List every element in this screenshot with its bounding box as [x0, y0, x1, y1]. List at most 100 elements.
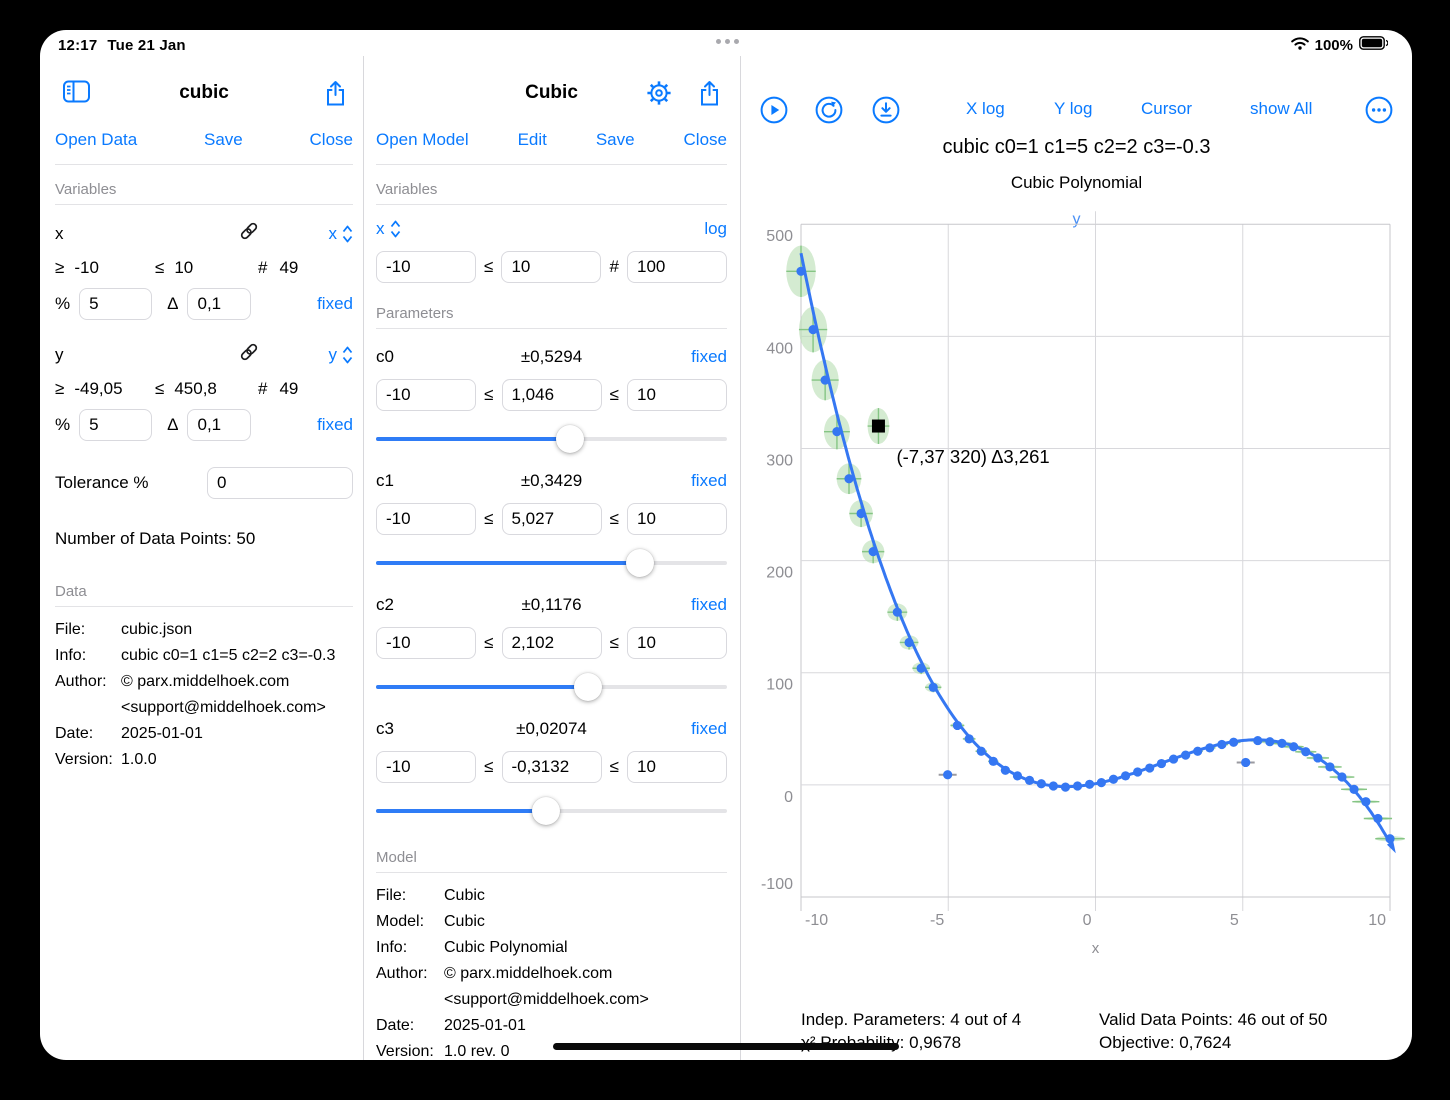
- model-x-min-input[interactable]: [376, 251, 476, 283]
- edit-model-button[interactable]: Edit: [517, 130, 547, 149]
- home-indicator[interactable]: [553, 1043, 899, 1050]
- variable-y-pct-input[interactable]: [79, 409, 153, 441]
- param-name: c0: [376, 347, 394, 366]
- link-icon[interactable]: [239, 221, 259, 246]
- param-min-input[interactable]: [376, 379, 476, 411]
- count-symbol: #: [258, 379, 268, 398]
- link-icon[interactable]: [239, 342, 259, 367]
- slider-thumb[interactable]: [532, 797, 560, 825]
- svg-text:100: 100: [766, 677, 793, 694]
- data-section-header: Data: [55, 583, 353, 607]
- param-fixed-button[interactable]: fixed: [691, 347, 727, 366]
- param-max-input[interactable]: [627, 503, 727, 535]
- model-panel: Cubic: [364, 56, 741, 1060]
- delta-symbol: Δ: [167, 415, 179, 434]
- slider-thumb[interactable]: [555, 425, 584, 453]
- data-info-date: Date: 2025-01-01: [55, 725, 203, 742]
- variable-y-delta-input[interactable]: [187, 409, 252, 441]
- run-fit-icon[interactable]: [760, 96, 788, 129]
- param-uncertainty: ±0,02074: [516, 719, 587, 738]
- tolerance-input[interactable]: [207, 467, 353, 499]
- variable-y-fixed-button[interactable]: fixed: [317, 415, 353, 434]
- svg-text:10: 10: [1368, 912, 1386, 929]
- variable-y-name: y: [55, 344, 64, 364]
- cursor-button[interactable]: Cursor: [1141, 99, 1193, 118]
- share-icon[interactable]: [698, 80, 721, 112]
- model-panel-title: Cubic: [525, 82, 578, 103]
- variable-x-pct-input[interactable]: [79, 288, 153, 320]
- more-options-icon[interactable]: [1365, 96, 1393, 129]
- param-min-input[interactable]: [376, 503, 476, 535]
- multitasking-handle[interactable]: [716, 39, 739, 44]
- count-symbol: #: [609, 257, 619, 276]
- chart-panel: X log Y log Cursor show All cubic c0=1 c…: [741, 56, 1412, 1060]
- status-date: Tue 21 Jan: [107, 37, 186, 54]
- save-data-button[interactable]: Save: [204, 130, 243, 149]
- param-value-input[interactable]: [501, 379, 602, 411]
- close-data-button[interactable]: Close: [309, 130, 353, 149]
- count-symbol: #: [258, 258, 268, 277]
- data-info-author: Author: © parx.middelhoek.com <support@mi…: [55, 673, 326, 716]
- param-max-input[interactable]: [627, 379, 727, 411]
- model-x-count-input[interactable]: [627, 251, 727, 283]
- param-value-input[interactable]: [501, 627, 602, 659]
- download-icon[interactable]: [872, 96, 900, 129]
- variable-x-delta-input[interactable]: [187, 288, 252, 320]
- svg-text:500: 500: [766, 228, 793, 245]
- param-fixed-button[interactable]: fixed: [691, 595, 727, 614]
- leq-symbol: ≤: [155, 379, 165, 398]
- variable-x-fixed-button[interactable]: fixed: [317, 294, 353, 313]
- param-value-input[interactable]: [501, 503, 602, 535]
- y-log-button[interactable]: Y log: [1054, 99, 1093, 118]
- log-toggle-button[interactable]: log: [704, 219, 727, 238]
- show-all-button[interactable]: show All: [1250, 99, 1313, 118]
- cursor-annotation: (-7,37 320) Δ3,261: [896, 446, 1049, 467]
- status-bar: 12:17 Tue 21 Jan 100%: [40, 30, 1412, 56]
- param-max-input[interactable]: [627, 627, 727, 659]
- param-value-input[interactable]: [501, 751, 602, 783]
- close-model-button[interactable]: Close: [683, 130, 727, 149]
- svg-text:-100: -100: [761, 876, 793, 893]
- chart-plot[interactable]: -100 0 100 200 300 400 500 -10 -5 0 5 10 x (-7,37 320…: [741, 205, 1412, 985]
- geq-symbol: ≥: [55, 379, 65, 398]
- open-data-button[interactable]: Open Data: [55, 130, 138, 149]
- sidebar-toggle-icon[interactable]: [63, 80, 90, 108]
- pct-symbol: %: [55, 294, 71, 313]
- slider-thumb[interactable]: [625, 549, 654, 577]
- variable-x-max: 10: [174, 258, 194, 277]
- model-info-file: File: Cubic: [376, 887, 485, 904]
- model-variable-selector[interactable]: x: [376, 219, 401, 239]
- svg-text:-10: -10: [805, 912, 828, 929]
- share-icon[interactable]: [324, 80, 347, 112]
- stat-objective: Objective: 0,7624: [1099, 1033, 1232, 1052]
- variable-y-min: -49,05: [74, 379, 123, 398]
- param-uncertainty: ±0,5294: [520, 347, 583, 366]
- y-axis-title: y: [1072, 211, 1081, 228]
- save-model-button[interactable]: Save: [595, 130, 635, 149]
- open-model-button[interactable]: Open Model: [376, 130, 469, 149]
- data-panel: cubic Open Data Save Close Variables x: [40, 56, 364, 1060]
- x-log-button[interactable]: X log: [966, 99, 1005, 118]
- param-min-input[interactable]: [376, 627, 476, 659]
- param-slider: [376, 673, 727, 701]
- param-uncertainty: ±0,1176: [521, 595, 582, 614]
- slider-thumb[interactable]: [574, 673, 603, 701]
- param-max-input[interactable]: [627, 751, 727, 783]
- gear-icon[interactable]: [646, 80, 672, 111]
- reset-icon[interactable]: [815, 96, 843, 129]
- model-info-author: Author: © parx.middelhoek.com <support@mi…: [376, 965, 649, 1008]
- param-min-input[interactable]: [376, 751, 476, 783]
- parameter-c0: c0 ±0,5294 fixed ≤ ≤: [376, 347, 727, 453]
- variable-x-selector[interactable]: x: [329, 224, 354, 244]
- variable-y-selector[interactable]: y: [329, 345, 354, 365]
- param-name: c2: [376, 595, 394, 614]
- svg-text:x: x: [1092, 940, 1100, 957]
- param-fixed-button[interactable]: fixed: [691, 719, 727, 738]
- variables-section-header: Variables: [55, 181, 353, 205]
- status-time-date: 12:17 Tue 21 Jan: [58, 37, 186, 54]
- stat-indep-parameters: Indep. Parameters: 4 out of 4: [801, 1010, 1022, 1029]
- geq-symbol: ≥: [55, 258, 65, 277]
- chevron-up-down-icon: [342, 346, 353, 363]
- param-fixed-button[interactable]: fixed: [691, 471, 727, 490]
- model-x-max-input[interactable]: [501, 251, 602, 283]
